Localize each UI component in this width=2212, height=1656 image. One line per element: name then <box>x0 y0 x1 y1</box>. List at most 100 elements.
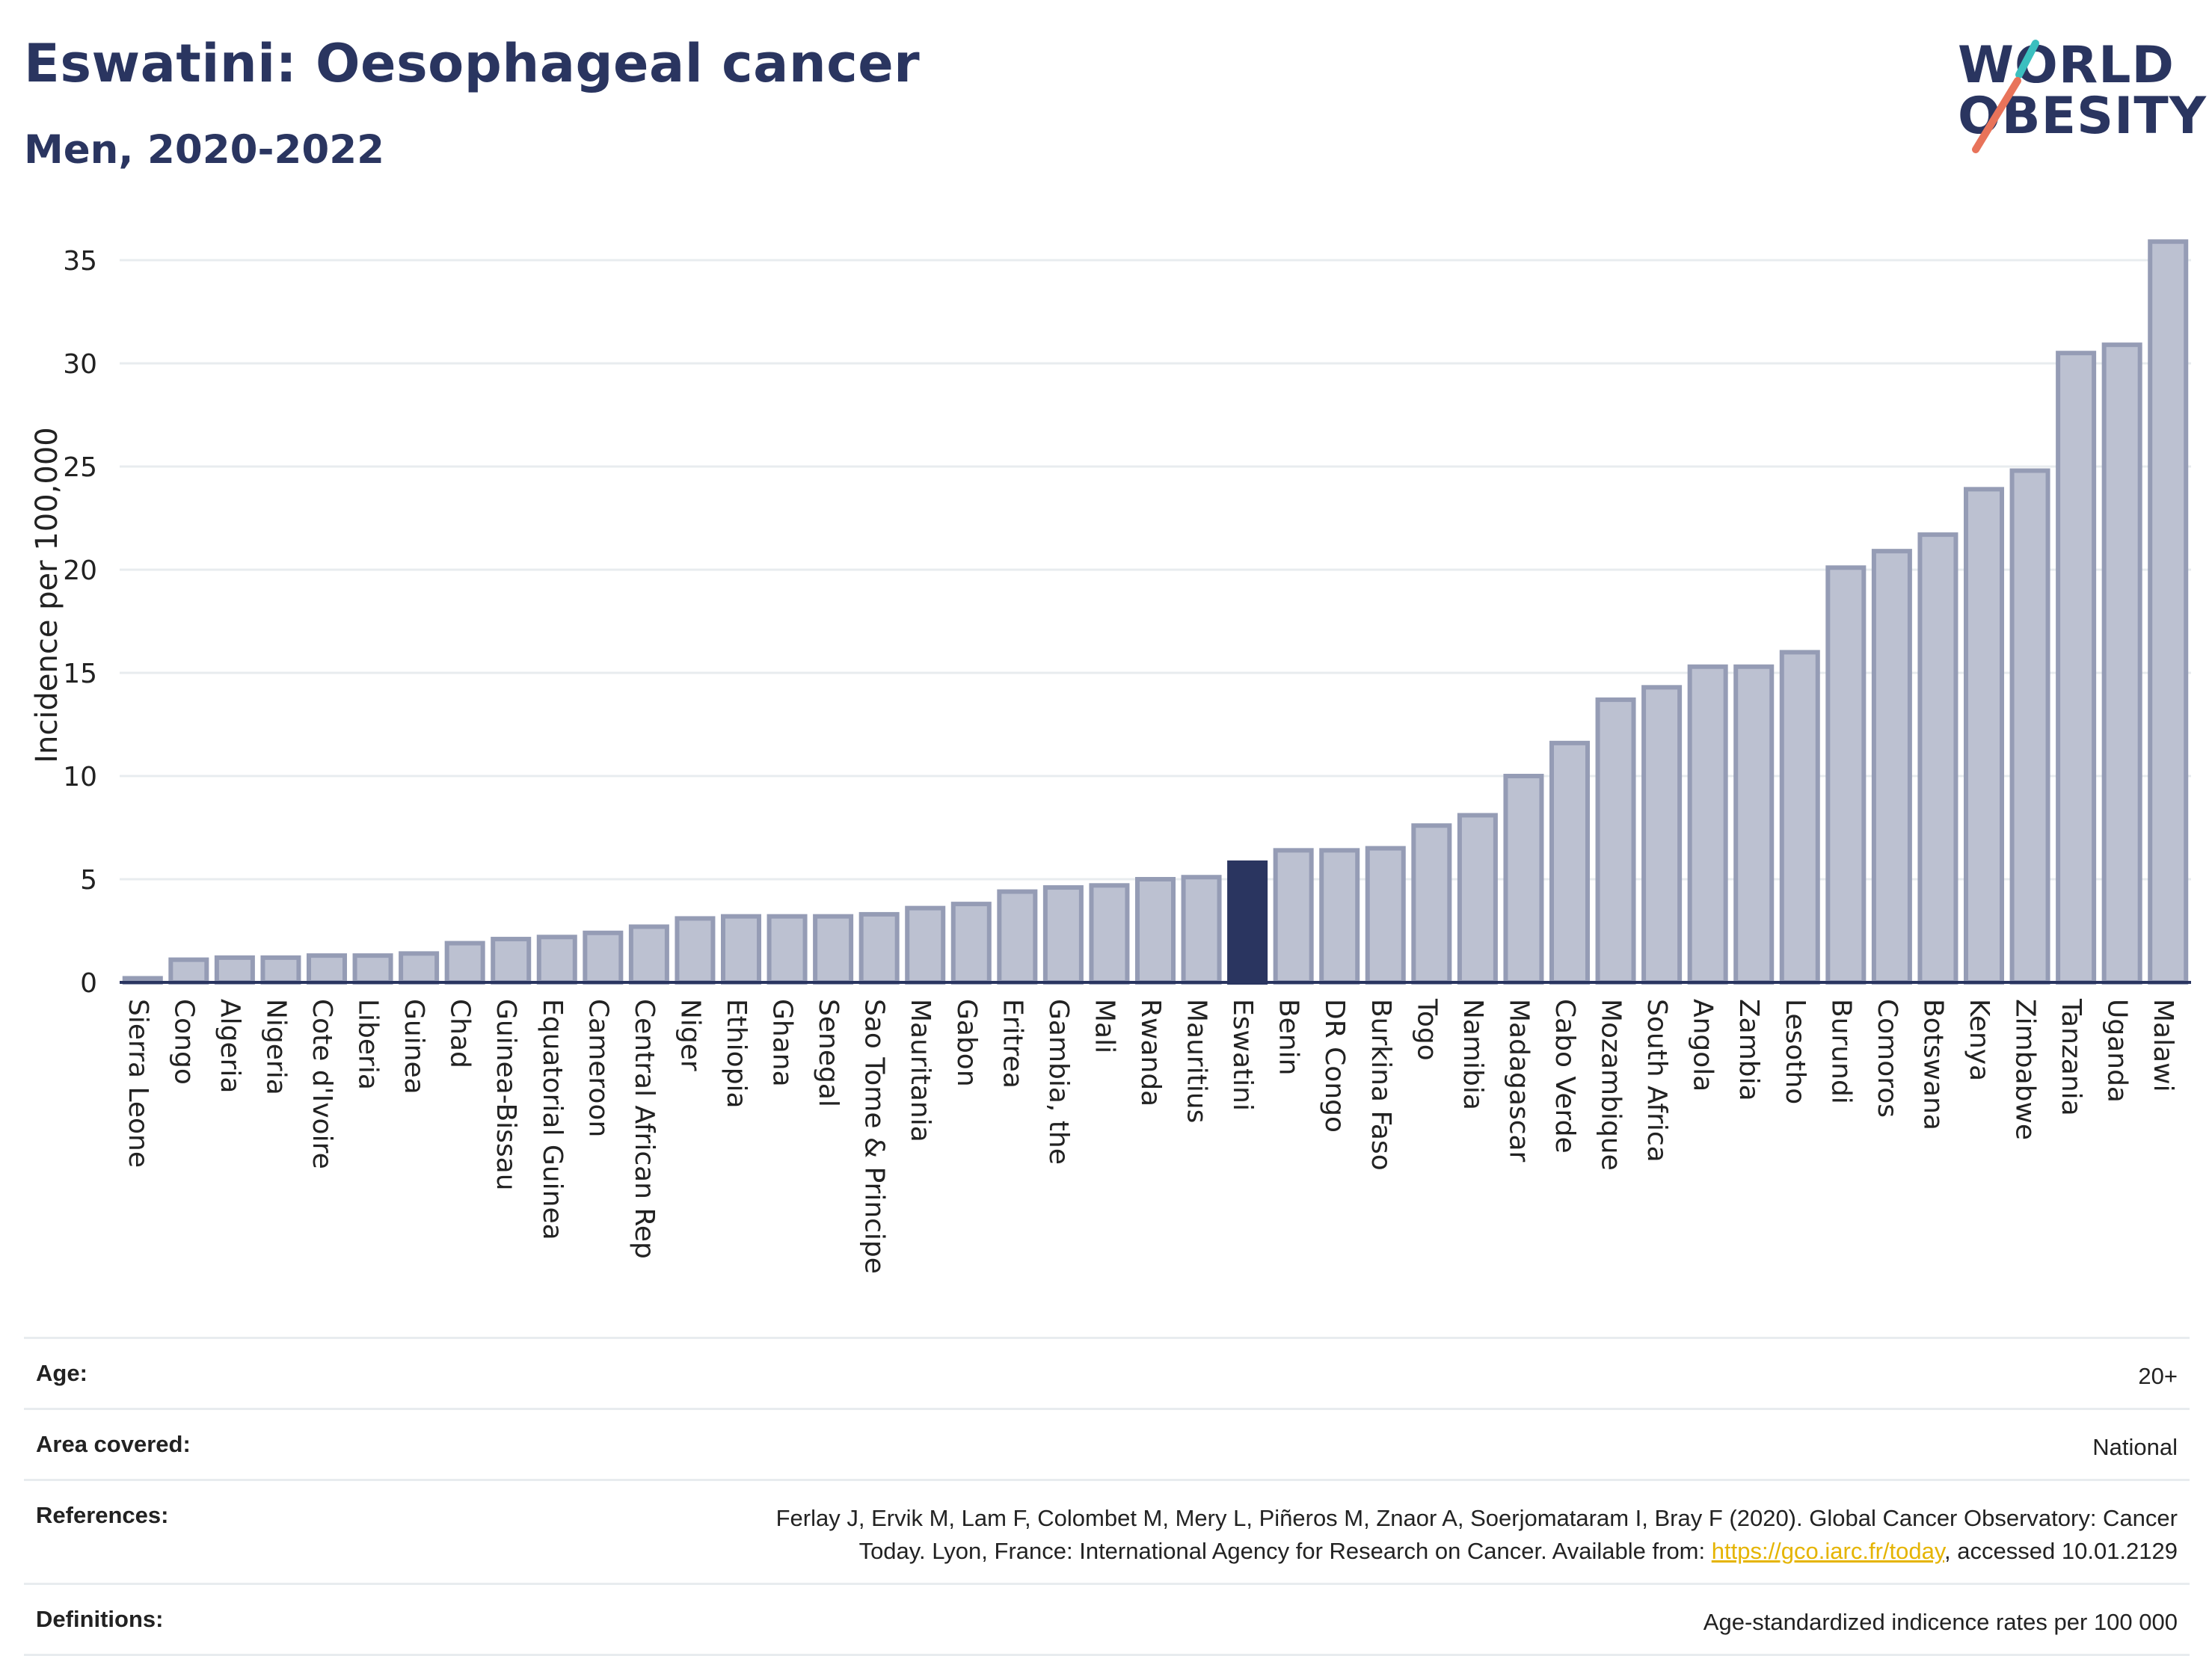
bar <box>260 955 301 985</box>
bar <box>1825 565 1867 985</box>
references-text-line1: Ferlay J, Ervik M, Lam F, Colombet M, Me… <box>775 1505 2178 1531</box>
bar <box>628 924 669 985</box>
definitions-value: Age-standardized indicence rates per 100… <box>1703 1609 2178 1635</box>
y-tick-label: 30 <box>63 349 97 380</box>
x-tick-label: Kenya <box>1964 999 1994 1081</box>
world-obesity-logo: WORLD OBESITY <box>1952 21 2206 156</box>
bar <box>2101 342 2142 985</box>
references-label: References: <box>36 1502 169 1528</box>
x-tick-label: Madagascar <box>1503 999 1534 1163</box>
bar-highlight <box>1227 860 1268 985</box>
info-row-definitions: Definitions: Age-standardized indicence … <box>24 1583 2190 1656</box>
bar <box>2056 351 2097 985</box>
bar <box>1687 664 1728 985</box>
x-tick-label: Cote d'Ivoire <box>307 999 337 1169</box>
bar <box>813 914 854 985</box>
x-tick-label: Malawi <box>2148 999 2178 1092</box>
logo-word-world: WORLD <box>1958 36 2175 95</box>
info-row-references: References: Ferlay J, Ervik M, Lam F, Co… <box>24 1479 2190 1583</box>
x-tick-label: Sao Tome & Principe <box>859 999 890 1274</box>
x-tick-label: Ghana <box>767 999 798 1087</box>
bar <box>1549 740 1591 985</box>
bar <box>2009 468 2050 985</box>
x-tick-label: Uganda <box>2102 999 2133 1103</box>
x-axis-labels: Sierra Leone Congo Algeria Nigeria Cote d'Iv… <box>123 998 2178 1274</box>
bar <box>1503 774 1544 985</box>
bar <box>1042 885 1084 985</box>
y-tick-label: 5 <box>80 865 97 896</box>
bar <box>1595 697 1636 985</box>
y-axis-ticks: 0 5 10 15 20 25 30 35 <box>63 246 97 999</box>
bar <box>168 957 209 985</box>
bar <box>306 953 348 985</box>
bar <box>950 902 992 985</box>
x-tick-label: Lesotho <box>1780 999 1810 1104</box>
info-row-area: Area covered: National <box>24 1408 2190 1479</box>
y-tick-label: 35 <box>63 246 97 277</box>
x-tick-label: Gambia, the <box>1043 999 1074 1165</box>
bar <box>1457 813 1498 985</box>
bar <box>444 941 485 985</box>
x-tick-label: Rwanda <box>1135 999 1166 1106</box>
area-value: National <box>2092 1434 2178 1460</box>
bar <box>1365 846 1406 985</box>
bar <box>2148 239 2189 985</box>
x-tick-label: Mauritania <box>905 999 936 1142</box>
x-tick-label: Togo <box>1411 998 1442 1061</box>
x-tick-label: Burkina Faso <box>1365 999 1396 1171</box>
bar <box>766 914 808 985</box>
x-tick-label: Guinea-Bissau <box>491 999 521 1191</box>
y-tick-label: 25 <box>63 452 97 483</box>
x-tick-label: Gabon <box>951 999 982 1087</box>
chart-title: Eswatini: Oesophageal cancer <box>24 33 921 94</box>
x-tick-label: DR Congo <box>1319 999 1350 1133</box>
bars <box>120 239 2191 985</box>
references-accessed: , accessed 10.01.2129 <box>1944 1538 2178 1564</box>
chart-subtitle: Men, 2020-2022 <box>24 127 385 173</box>
bar <box>1733 664 1775 985</box>
x-tick-label: Botswana <box>1917 999 1948 1130</box>
bar <box>720 914 762 985</box>
x-tick-label: Eritrea <box>997 999 1027 1089</box>
bar <box>1779 650 1820 985</box>
x-tick-label: Liberia <box>353 999 384 1090</box>
y-tick-label: 20 <box>63 555 97 586</box>
references-value: Ferlay J, Ervik M, Lam F, Colombet M, Me… <box>776 1502 2178 1568</box>
x-tick-label: Congo <box>168 999 199 1085</box>
x-tick-label: Central African Rep <box>629 999 660 1259</box>
x-tick-label: Tanzania <box>2056 998 2086 1116</box>
bar <box>1089 883 1130 985</box>
bar <box>997 889 1038 985</box>
x-tick-label: Niger <box>675 999 705 1071</box>
x-tick-label: Angola <box>1688 999 1718 1092</box>
bar <box>1641 685 1683 985</box>
bar <box>214 955 255 985</box>
y-tick-label: 15 <box>63 659 97 689</box>
definitions-label: Definitions: <box>36 1606 164 1632</box>
x-tick-label: Cameroon <box>583 999 613 1137</box>
y-axis-label: Incidence per 100,000 <box>30 427 64 763</box>
bar <box>1319 848 1360 985</box>
bar <box>583 930 624 985</box>
x-tick-label: Cabo Verde <box>1549 999 1580 1154</box>
bar <box>1917 532 1958 985</box>
x-tick-label: Guinea <box>399 999 429 1095</box>
age-label: Age: <box>36 1360 87 1386</box>
x-tick-label: Mozambique <box>1596 999 1626 1171</box>
bar <box>675 916 716 985</box>
references-text-line2: Today. Lyon, France: International Agenc… <box>858 1538 1712 1564</box>
bar <box>1181 875 1222 985</box>
bar <box>399 951 440 985</box>
x-tick-label: Nigeria <box>260 999 291 1095</box>
x-tick-label: Mali <box>1089 999 1119 1053</box>
x-tick-label: Equatorial Guinea <box>537 999 568 1240</box>
bar <box>352 953 393 985</box>
x-tick-label: Senegal <box>813 999 844 1107</box>
x-tick-label: Sierra Leone <box>123 999 153 1168</box>
info-row-age: Age: 20+ <box>24 1337 2190 1408</box>
x-tick-label: South Africa <box>1641 999 1672 1163</box>
bar <box>536 935 577 985</box>
references-link[interactable]: https://gco.iarc.fr/today <box>1711 1538 1945 1564</box>
x-tick-label: Mauritius <box>1182 999 1212 1123</box>
x-tick-label: Benin <box>1274 999 1304 1075</box>
